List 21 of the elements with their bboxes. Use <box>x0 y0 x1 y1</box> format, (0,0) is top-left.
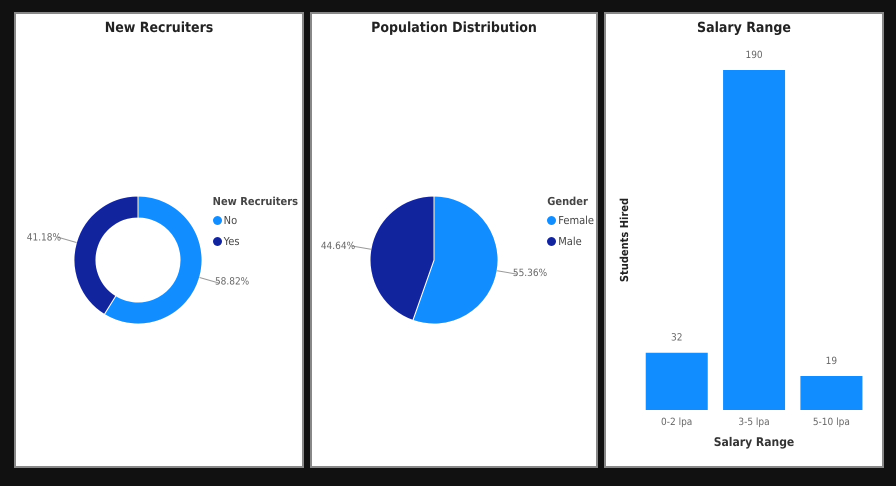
x-tick-label: 5-10 lpa <box>812 417 850 428</box>
legend-title: New Recruiters <box>212 194 298 208</box>
x-axis-title: Salary Range <box>714 435 794 449</box>
data-label: 41.18% <box>26 232 62 244</box>
legend-label: Male <box>558 234 582 248</box>
x-tick-label: 3-5 lpa <box>738 417 770 428</box>
data-label: 32 <box>671 332 682 344</box>
y-axis-title: Students Hired <box>618 198 631 282</box>
data-label: 190 <box>745 50 763 61</box>
legend-label: Female <box>558 214 594 226</box>
legend-label: Yes <box>224 234 240 248</box>
legend-label: No <box>224 214 238 226</box>
x-tick-label: 0-2 lpa <box>661 417 692 428</box>
data-label: 44.64% <box>320 241 356 252</box>
data-label: 58.82% <box>214 276 250 288</box>
chart-title: Salary Range <box>696 20 792 38</box>
chart-title: Population Distribution <box>370 20 538 38</box>
chart-title: New Recruiters <box>104 20 214 38</box>
data-label: 19 <box>826 356 838 367</box>
legend-title: Gender <box>547 194 589 208</box>
data-label: 55.36% <box>512 268 548 279</box>
